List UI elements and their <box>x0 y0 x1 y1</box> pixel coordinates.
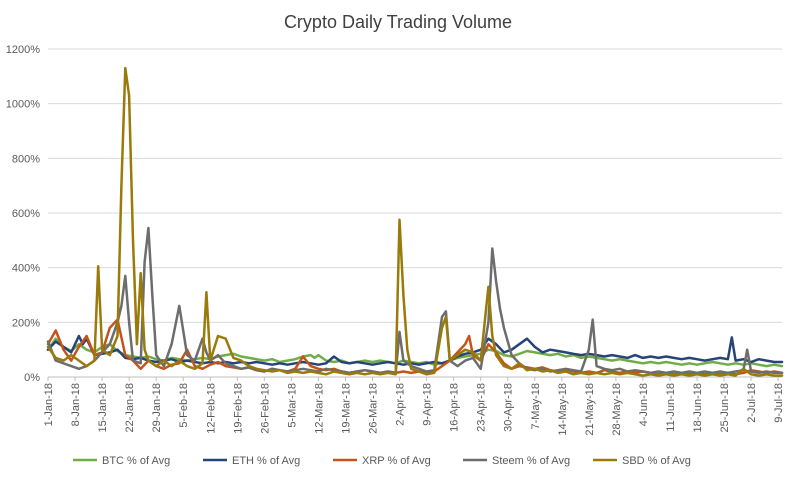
x-axis-ticks: 1-Jan-18 8-Jan-18 15-Jan-18 22-Jan-18 29-Jan… <box>43 377 785 436</box>
x-tick-label: 5-Feb-18 <box>178 383 190 428</box>
x-tick-label: 26-Feb-18 <box>259 383 271 434</box>
x-tick-label: 12-Feb-18 <box>205 383 217 434</box>
y-tick-label: 0% <box>24 372 40 384</box>
legend-label: Steem % of Avg <box>492 455 570 467</box>
chart-title: Crypto Daily Trading Volume <box>284 12 512 32</box>
y-tick-label: 600% <box>12 208 40 220</box>
x-tick-label: 9-Apr-18 <box>422 383 434 426</box>
legend-label: XRP % of Avg <box>362 455 431 467</box>
series-line-0 <box>46 337 784 368</box>
x-tick-label: 1-Jan-18 <box>43 383 55 426</box>
x-tick-label: 9-Jul-18 <box>773 383 785 423</box>
x-tick-label: 14-May-18 <box>557 383 569 436</box>
y-tick-label: 1200% <box>6 44 40 56</box>
x-tick-label: 21-May-18 <box>584 383 596 436</box>
x-tick-label: 2-Jul-18 <box>746 383 758 423</box>
grid-layer <box>48 48 782 378</box>
legend: BTC % of Avg ETH % of Avg XRP % of Avg Stee… <box>73 455 691 467</box>
series-line-1 <box>46 334 784 366</box>
y-tick-label: 200% <box>12 317 40 329</box>
x-tick-label: 19-Mar-18 <box>340 383 352 434</box>
legend-label: SBD % of Avg <box>622 455 691 467</box>
x-tick-label: 30-Apr-18 <box>503 383 515 432</box>
x-tick-label: 11-Jun-18 <box>665 383 677 432</box>
x-tick-label: 28-May-18 <box>611 383 623 436</box>
x-tick-label: 26-Mar-18 <box>368 383 380 434</box>
x-tick-label: 5-Mar-18 <box>286 383 298 428</box>
series-layer <box>46 66 784 377</box>
x-tick-label: 19-Feb-18 <box>232 383 244 434</box>
y-tick-label: 1000% <box>6 99 40 111</box>
legend-label: BTC % of Avg <box>102 455 170 467</box>
series-line-4 <box>46 66 784 377</box>
x-tick-label: 12-Mar-18 <box>313 383 325 434</box>
x-tick-label: 8-Jan-18 <box>70 383 82 426</box>
x-tick-label: 23-Apr-18 <box>476 383 488 432</box>
y-tick-label: 400% <box>12 263 40 275</box>
legend-label: ETH % of Avg <box>232 455 300 467</box>
x-tick-label: 29-Jan-18 <box>151 383 163 433</box>
x-tick-label: 18-Jun-18 <box>692 383 704 433</box>
x-tick-label: 15-Jan-18 <box>97 383 109 433</box>
x-tick-label: 25-Jun-18 <box>719 383 731 433</box>
x-tick-label: 2-Apr-18 <box>395 383 407 426</box>
x-tick-label: 16-Apr-18 <box>449 383 461 432</box>
x-tick-label: 7-May-18 <box>530 383 542 429</box>
y-axis-ticks: 0% 200% 400% 600% 800% 1000% 1200% <box>6 44 40 384</box>
x-tick-label: 4-Jun-18 <box>638 383 650 426</box>
series-line-3 <box>46 226 784 375</box>
y-tick-label: 800% <box>12 153 40 165</box>
x-tick-label: 22-Jan-18 <box>124 383 136 433</box>
